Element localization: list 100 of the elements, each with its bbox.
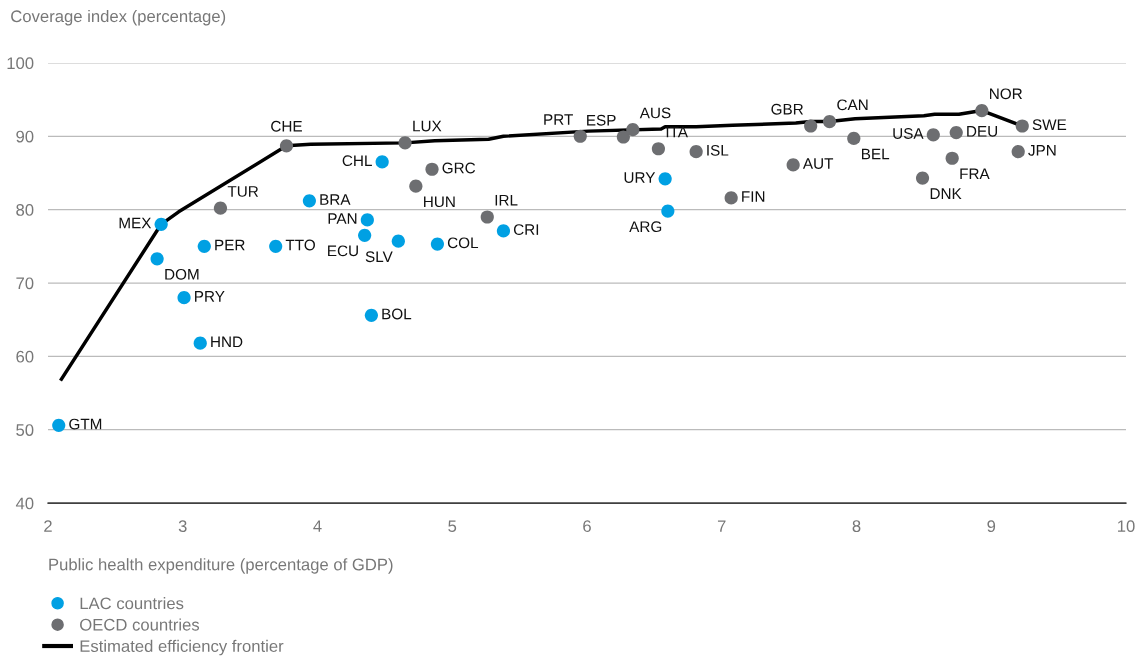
point [616,130,630,144]
x-tick-label: 7 [717,520,726,532]
annotation: HND [211,336,243,348]
annotation: LUX [413,120,442,132]
annotation: DNK [930,188,962,199]
annotation: BRA [320,194,351,205]
point [430,237,444,251]
y-tick-label: 60 [16,350,34,363]
x-tick-label: 4 [313,520,322,532]
point [822,115,837,129]
point [926,128,940,142]
annotation: ISL [707,144,729,156]
point [786,158,800,172]
point [658,172,672,186]
annotation: PAN [328,213,357,224]
point [197,239,211,253]
point [975,103,989,118]
annotation: ECU [328,245,358,257]
annotation: ARG [629,221,662,233]
annotation: CHL [342,155,372,167]
point [573,129,587,143]
point [154,217,168,231]
point [193,336,207,350]
point [804,119,818,133]
legend-label: OECD countries [80,618,200,631]
y-tick-label: 40 [15,497,34,510]
point [425,162,439,176]
point [360,213,374,227]
annotation: DEU [967,126,998,137]
annotation: IRL [495,194,518,206]
annotation: PER [215,239,245,251]
y-tick-label: 50 [16,424,34,436]
annotation: PRY [195,291,225,302]
annotation: TUR [227,186,259,197]
point [391,234,405,248]
point [279,139,294,153]
annotation: FRA [960,168,990,180]
annotation: DOM [165,268,199,280]
annotation: ESP [587,114,616,126]
annotation: TTO [285,239,315,251]
point [626,123,640,137]
point [847,131,861,146]
annotation: MEX [119,217,152,229]
annotation: AUT [802,158,834,169]
point [302,194,316,208]
point [949,126,963,140]
annotation: URY [624,172,656,183]
annotation: JPN [1028,145,1056,156]
annotation: CRI [513,224,539,236]
point [364,308,378,322]
y-tick-label: 90 [16,130,34,143]
point [496,224,511,238]
point [915,171,930,185]
annotation: AUS [639,107,671,119]
x-tick-label: 10 [1118,520,1135,533]
point [177,291,191,305]
annotation: HUN [424,196,455,208]
annotation: PRT [544,114,573,125]
x-tick-label: 9 [987,520,996,533]
x-tick-label: 3 [178,520,187,533]
y-tick-label: 100 [7,57,34,70]
annotation: GBR [771,103,804,115]
y-axis-title: Coverage index (percentage) [11,9,226,26]
annotation: BOL [382,308,412,320]
annotation: ITA [666,126,688,138]
point [409,179,423,193]
point [945,151,959,165]
x-tick-label: 5 [448,520,457,533]
legend-label: Estimated efficiency frontier [80,639,284,656]
point [661,204,675,218]
point [651,142,665,156]
annotation: FIN [742,191,765,202]
annotation: SLV [365,251,393,263]
point [1011,145,1025,159]
point [52,418,66,432]
point [1015,119,1029,133]
y-tick-label: 80 [16,204,34,216]
point [724,191,738,205]
point [213,201,228,215]
point [375,155,389,169]
annotation: NOR [990,88,1023,100]
point [150,252,164,266]
point [398,136,412,150]
annotation: CAN [837,99,868,111]
y-tick-label: 70 [16,277,34,290]
annotation: SWE [1032,119,1067,131]
legend-label: LAC countries [80,597,184,610]
annotation: CHE [271,120,302,132]
point [358,228,372,242]
point [480,210,494,224]
annotation: BEL [862,148,890,160]
annotation: USA [893,128,924,139]
x-tick-label: 2 [44,520,52,532]
x-tick-label: 6 [583,520,591,533]
point [269,239,283,253]
annotation: GTM [69,418,102,430]
x-axis-title: Public health expenditure (percentage of GDP) [49,558,393,574]
point [689,145,703,159]
annotation: GRC [442,162,476,174]
x-tick-label: 8 [852,520,861,533]
